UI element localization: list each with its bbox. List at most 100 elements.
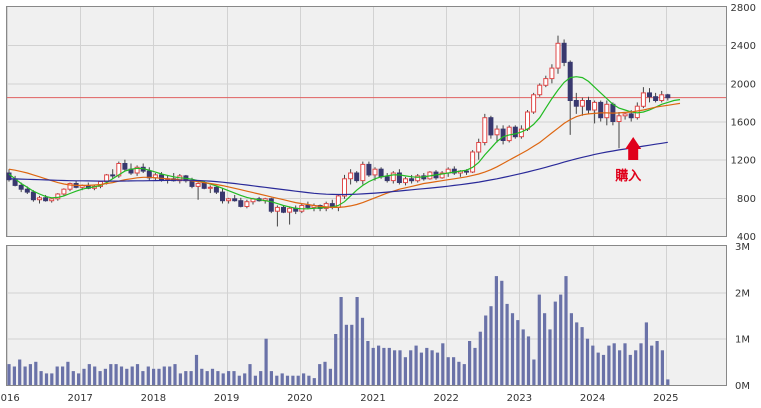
candle-up	[274, 206, 280, 212]
candle-up	[470, 151, 476, 173]
volume-bar	[259, 371, 263, 385]
volume-bar	[61, 366, 65, 385]
candle-up	[592, 101, 598, 111]
candle-down	[232, 198, 238, 202]
volume-bar	[253, 375, 257, 385]
candle-up	[476, 142, 482, 153]
candle-down	[378, 168, 384, 178]
candle-down	[110, 174, 116, 177]
volume-bar	[441, 343, 445, 385]
candle-up	[604, 103, 610, 119]
moving-average-line	[8, 141, 668, 196]
volume-tick-label: 0M	[735, 381, 750, 392]
volume-bar	[232, 371, 236, 385]
volume-bar	[473, 347, 477, 385]
volume-bar	[569, 313, 573, 385]
volume-bar	[585, 338, 590, 385]
volume-bar	[221, 373, 225, 385]
candle-down	[512, 126, 518, 138]
candle-down	[567, 61, 573, 101]
candle-down	[201, 183, 207, 189]
candle-up	[360, 163, 366, 182]
x-tick-label: 2023	[507, 393, 532, 404]
x-tick-label: 2018	[141, 393, 166, 404]
volume-bar	[559, 294, 563, 385]
volume-bar	[446, 357, 450, 385]
x-tick-label: 2019	[214, 393, 239, 404]
volume-bar	[178, 373, 182, 385]
candle-down	[500, 128, 506, 142]
candle-up	[555, 42, 561, 69]
volume-bar	[591, 345, 595, 385]
candle-down	[238, 200, 244, 207]
volume-bar	[184, 371, 188, 385]
candle-up	[482, 117, 488, 143]
candle-up	[531, 94, 537, 113]
candle-down	[586, 100, 591, 111]
volume-bars	[7, 276, 670, 386]
volume-bar	[548, 329, 552, 385]
volume-bar	[377, 345, 381, 385]
candle-up	[134, 166, 140, 174]
volume-bar	[23, 366, 27, 385]
candle-down	[30, 191, 36, 201]
volume-bar	[457, 361, 461, 385]
candle-up	[207, 186, 213, 189]
volume-bar	[307, 375, 311, 385]
volume-bar	[194, 354, 199, 385]
candle-down	[305, 205, 311, 208]
volume-bar	[382, 347, 386, 385]
volume-bar	[50, 373, 54, 385]
price-tick-label: 1200	[731, 156, 756, 167]
volume-bar	[125, 368, 129, 385]
x-tick-label: 2022	[433, 393, 458, 404]
volume-bar	[44, 373, 49, 385]
volume-bar	[526, 336, 531, 385]
candle-down	[24, 188, 30, 193]
volume-bar	[291, 375, 295, 385]
volume-bar	[553, 301, 557, 385]
volume-bar	[237, 375, 241, 385]
candle-up	[390, 172, 396, 182]
candle-down	[488, 117, 494, 136]
volume-bar	[34, 361, 38, 385]
candle-down	[122, 163, 128, 170]
x-tick-label: 2020	[287, 393, 312, 404]
candle-up	[415, 175, 421, 182]
volume-bar	[152, 368, 156, 385]
volume-bar	[216, 371, 220, 385]
candle-down	[366, 163, 372, 176]
candle-up	[49, 198, 55, 202]
volume-bar	[516, 320, 520, 385]
candle-up	[287, 207, 293, 213]
candle-down	[213, 186, 219, 193]
candle-down	[653, 96, 659, 101]
volume-bar	[532, 359, 536, 385]
volume-bar	[248, 364, 252, 385]
volume-bar	[103, 368, 107, 385]
candle-up	[616, 115, 622, 123]
candle-up	[525, 111, 530, 130]
volume-bar	[205, 371, 209, 385]
volume-bar	[66, 361, 70, 385]
volume-bar	[243, 373, 247, 385]
candle-up	[342, 178, 347, 197]
candle-up	[439, 172, 445, 179]
volume-bar	[189, 371, 193, 385]
volume-tick-label: 2M	[735, 288, 750, 299]
volume-bar	[334, 334, 338, 385]
volume-bar	[146, 366, 150, 385]
volume-bar	[200, 368, 204, 385]
candle-up	[634, 105, 640, 119]
volume-bar	[462, 364, 466, 385]
volume-bar	[618, 350, 622, 386]
candle-down	[281, 206, 286, 213]
volume-bar	[371, 347, 375, 385]
candle-down	[409, 178, 415, 182]
volume-bar	[468, 341, 472, 385]
candle-down	[396, 172, 402, 183]
volume-bar	[500, 280, 504, 386]
volume-bar	[628, 354, 632, 385]
candle-up	[116, 163, 122, 177]
